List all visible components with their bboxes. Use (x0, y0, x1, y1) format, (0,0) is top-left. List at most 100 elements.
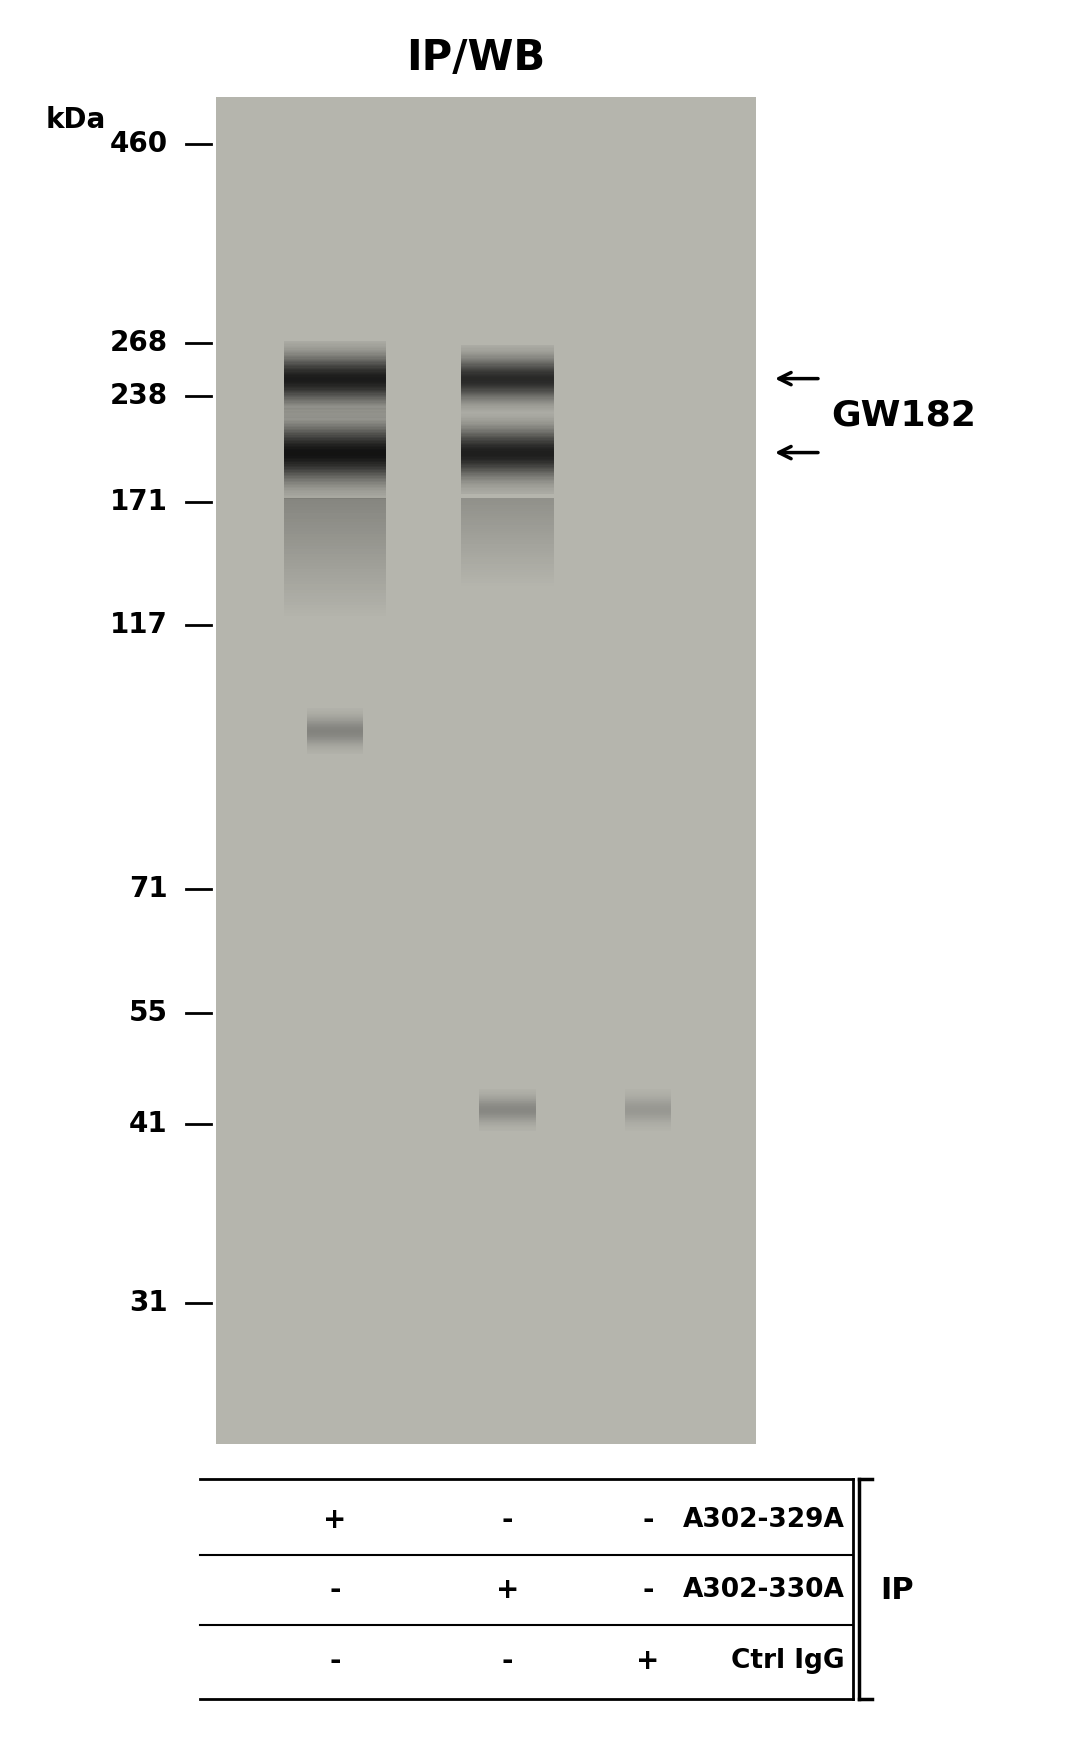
Bar (283, 504, 387, 507)
Text: 171: 171 (109, 488, 167, 516)
Bar (461, 542, 554, 544)
Bar (283, 521, 387, 525)
Bar (461, 507, 554, 509)
Bar (283, 498, 387, 502)
Bar (283, 551, 387, 555)
Bar (461, 574, 554, 578)
Bar (461, 571, 554, 572)
Text: +: + (323, 1506, 347, 1534)
Bar (461, 518, 554, 519)
Text: 41: 41 (129, 1109, 167, 1138)
Bar (461, 511, 554, 514)
Bar (216, 97, 756, 1444)
Bar (283, 611, 387, 613)
Bar (461, 535, 554, 537)
Bar (461, 519, 554, 523)
Bar (283, 507, 387, 511)
Bar (461, 560, 554, 562)
Text: GW182: GW182 (832, 398, 976, 433)
Text: A302-330A: A302-330A (683, 1578, 845, 1603)
Text: -: - (329, 1647, 340, 1675)
Bar (283, 578, 387, 581)
Bar (283, 537, 387, 539)
Bar (283, 528, 387, 530)
Bar (283, 595, 387, 599)
Text: 31: 31 (129, 1289, 167, 1317)
Bar (283, 604, 387, 608)
Text: IP/WB: IP/WB (406, 37, 544, 79)
Bar (461, 537, 554, 541)
Bar (283, 519, 387, 521)
Bar (461, 553, 554, 555)
Bar (461, 525, 554, 527)
Bar (283, 539, 387, 542)
Text: -: - (329, 1576, 340, 1604)
Bar (283, 602, 387, 604)
Bar (283, 560, 387, 564)
Text: 55: 55 (129, 998, 167, 1027)
Bar (461, 555, 554, 556)
Bar (283, 572, 387, 576)
Text: +: + (636, 1647, 660, 1675)
Bar (461, 564, 554, 565)
Bar (283, 564, 387, 567)
Text: 71: 71 (129, 875, 167, 903)
Bar (283, 511, 387, 512)
Text: IP: IP (880, 1576, 914, 1604)
Bar (283, 516, 387, 519)
Bar (283, 585, 387, 586)
Text: -: - (643, 1576, 653, 1604)
Text: +: + (496, 1576, 519, 1604)
Bar (283, 548, 387, 551)
Bar (283, 608, 387, 611)
Bar (461, 502, 554, 505)
Bar (461, 579, 554, 581)
Bar (461, 534, 554, 535)
Text: -: - (502, 1506, 513, 1534)
Text: 268: 268 (109, 329, 167, 357)
Bar (283, 586, 387, 590)
Bar (461, 541, 554, 542)
Bar (283, 569, 387, 572)
Bar (461, 532, 554, 534)
Bar (461, 556, 554, 560)
Text: 238: 238 (109, 382, 167, 410)
Bar (283, 613, 387, 616)
Bar (461, 578, 554, 579)
Bar (461, 583, 554, 585)
Text: 117: 117 (109, 611, 167, 639)
Bar (461, 500, 554, 502)
Bar (461, 562, 554, 564)
Bar (461, 527, 554, 528)
Bar (461, 581, 554, 583)
Bar (283, 525, 387, 528)
Text: kDa: kDa (45, 106, 106, 134)
Bar (283, 567, 387, 569)
Bar (283, 555, 387, 556)
Text: -: - (643, 1506, 653, 1534)
Bar (283, 576, 387, 578)
Bar (461, 528, 554, 532)
Bar (283, 593, 387, 595)
Bar (461, 505, 554, 507)
Bar (283, 512, 387, 516)
Bar (283, 599, 387, 602)
Bar (461, 551, 554, 553)
Text: -: - (502, 1647, 513, 1675)
Bar (461, 546, 554, 548)
Bar (461, 509, 554, 511)
Bar (283, 546, 387, 548)
Bar (283, 590, 387, 593)
Bar (461, 498, 554, 500)
Bar (461, 516, 554, 518)
Bar (461, 572, 554, 574)
Bar (461, 523, 554, 525)
Text: 460: 460 (109, 130, 167, 158)
Text: Ctrl IgG: Ctrl IgG (731, 1648, 845, 1673)
Bar (461, 569, 554, 571)
Bar (283, 542, 387, 546)
Bar (283, 556, 387, 560)
Bar (283, 581, 387, 585)
Text: A302-329A: A302-329A (683, 1507, 845, 1532)
Bar (283, 534, 387, 537)
